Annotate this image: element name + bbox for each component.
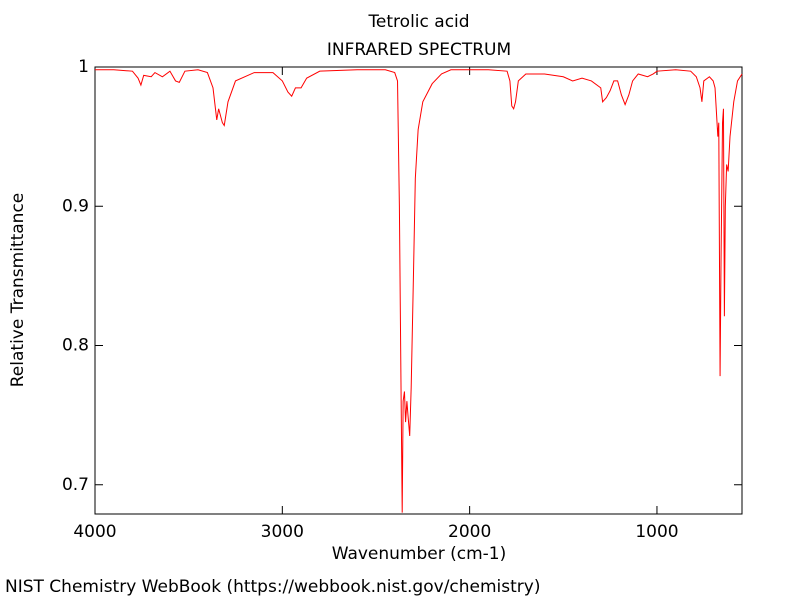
x-tick-label: 4000 xyxy=(73,522,116,542)
credit: NIST Chemistry WebBook (https://webbook.… xyxy=(5,577,540,597)
chart-title: Tetrolic acid xyxy=(367,12,469,32)
y-tick-label: 1 xyxy=(78,57,89,77)
x-tick-label: 2000 xyxy=(448,522,491,542)
spectrum-line xyxy=(95,69,743,513)
y-axis-label: Relative Transmittance xyxy=(8,193,28,388)
x-axis-label: Wavenumber (cm-1) xyxy=(332,544,507,564)
y-tick-label: 0.9 xyxy=(62,196,89,216)
x-tick-label: 1000 xyxy=(635,522,678,542)
x-tick-label: 3000 xyxy=(261,522,304,542)
y-tick-label: 0.8 xyxy=(62,336,89,356)
chart-subtitle: INFRARED SPECTRUM xyxy=(327,40,511,60)
y-tick-label: 0.7 xyxy=(62,475,89,495)
plot-frame xyxy=(94,66,743,515)
